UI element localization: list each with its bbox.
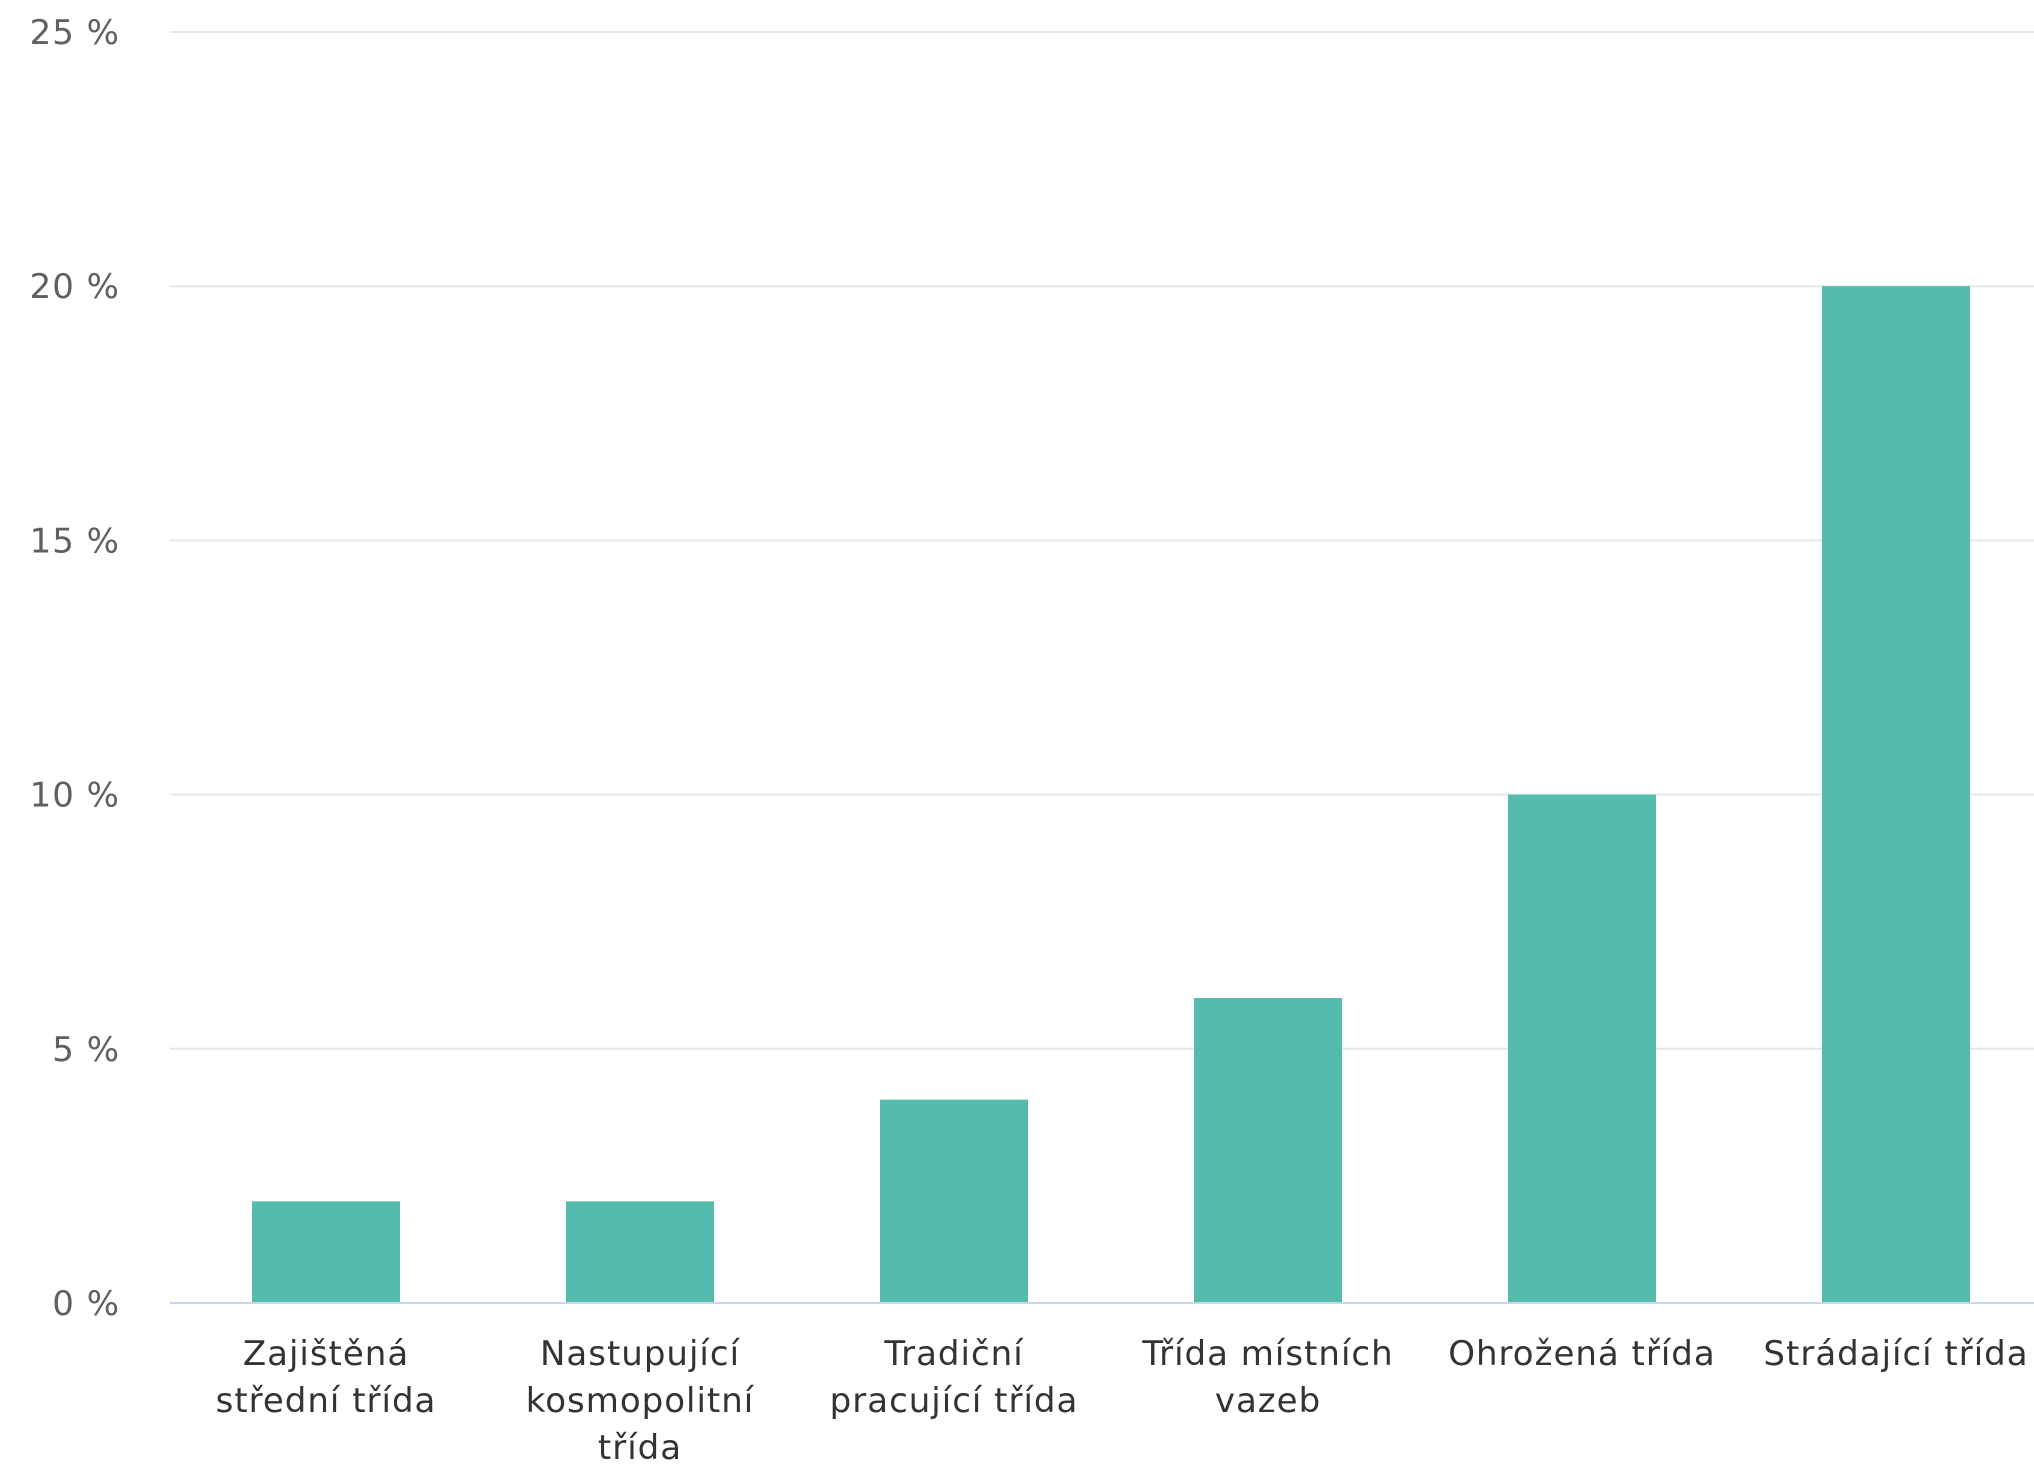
x-category-label-line: pracující třída xyxy=(830,1381,1079,1421)
y-axis-ticks: 0 % 5 % 10 % 15 % 20 % 25 % xyxy=(30,13,120,1324)
x-category-label-line: třída xyxy=(598,1428,682,1464)
y-tick-label: 5 % xyxy=(52,1030,120,1070)
bar[interactable] xyxy=(252,1201,400,1303)
x-category-label-line: vazeb xyxy=(1215,1381,1321,1421)
x-category-label: Tradiční pracující třída xyxy=(830,1334,1079,1421)
x-category-label: Strádající třída xyxy=(1763,1334,2028,1374)
x-category-label-line: kosmopolitní xyxy=(526,1381,755,1421)
y-tick-label: 15 % xyxy=(30,521,120,561)
bar[interactable] xyxy=(1822,286,1970,1303)
x-category-label: Ohrožená třída xyxy=(1448,1334,1715,1374)
bar[interactable] xyxy=(1508,794,1656,1303)
y-tick-label: 0 % xyxy=(52,1284,120,1324)
y-tick-label: 10 % xyxy=(30,776,120,816)
grid-layer xyxy=(170,31,2034,1050)
x-category-label-line: Nastupující xyxy=(540,1334,741,1374)
x-category-label-line: Ohrožená třída xyxy=(1448,1334,1715,1374)
x-axis-category-labels: Zajištěná střední třída Nastupující kosmopo… xyxy=(216,1334,2028,1468)
x-category-label-line: střední třída xyxy=(216,1381,437,1421)
y-tick-label: 25 % xyxy=(30,13,120,53)
bars xyxy=(252,286,1970,1303)
x-category-label: Nastupující kosmopolitní třída xyxy=(526,1334,755,1464)
x-category-label-line: Strádající třída xyxy=(1763,1334,2028,1374)
x-category-label-line: Tradiční xyxy=(883,1334,1024,1374)
x-category-label-line: Zajištěná xyxy=(243,1334,409,1374)
bar[interactable] xyxy=(1194,997,1342,1303)
bar[interactable] xyxy=(880,1099,1028,1303)
x-category-label-line: Třída místních xyxy=(1141,1334,1393,1374)
bar[interactable] xyxy=(566,1201,714,1303)
x-category-label: Zajištěná střední třída xyxy=(216,1334,437,1421)
y-tick-label: 20 % xyxy=(30,267,120,307)
x-category-label: Třída místních vazeb xyxy=(1141,1334,1393,1421)
